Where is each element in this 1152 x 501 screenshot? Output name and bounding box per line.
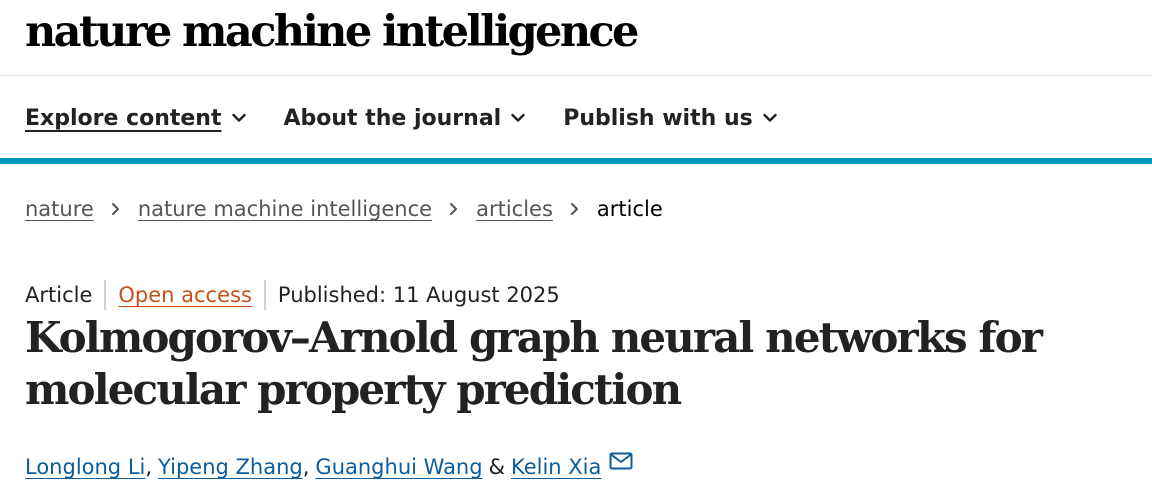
nav-about-the-journal[interactable]: About the journal <box>284 104 526 131</box>
author-separator: & <box>488 455 505 479</box>
nav-label: Explore content <box>25 105 222 131</box>
author-link[interactable]: Guanghui Wang <box>315 455 483 479</box>
published-date: Published: 11 August 2025 <box>277 283 560 307</box>
chevron-right-icon <box>570 203 578 215</box>
breadcrumb-current: article <box>596 197 663 221</box>
author-list: Longlong Li , Yipeng Zhang , Guanghui Wa… <box>25 452 633 479</box>
author-separator: , <box>145 455 153 479</box>
article-meta: Article Open access Published: 11 August… <box>25 280 560 310</box>
meta-divider <box>104 280 107 310</box>
chevron-down-icon <box>231 113 246 122</box>
mail-icon[interactable] <box>609 452 633 470</box>
journal-logo[interactable]: nature machine intelligence <box>25 7 639 57</box>
masthead: nature machine intelligence <box>0 0 1152 76</box>
nav-label: Publish with us <box>563 105 753 131</box>
article-type: Article <box>25 283 93 307</box>
chevron-right-icon <box>111 203 119 215</box>
chevron-down-icon <box>511 113 525 122</box>
author-separator: , <box>302 455 310 479</box>
nav-label: About the journal <box>283 105 502 131</box>
accent-bar <box>0 158 1152 164</box>
breadcrumb: nature nature machine intelligence artic… <box>25 197 663 221</box>
breadcrumb-link-nature[interactable]: nature <box>25 197 94 221</box>
nav-explore-content[interactable]: Explore content <box>25 104 246 131</box>
breadcrumb-link-journal[interactable]: nature machine intelligence <box>137 197 433 221</box>
chevron-right-icon <box>450 203 458 215</box>
open-access-link[interactable]: Open access <box>118 283 252 307</box>
author-link[interactable]: Kelin Xia <box>510 455 602 479</box>
breadcrumb-link-articles[interactable]: articles <box>476 197 553 221</box>
meta-divider <box>263 280 266 310</box>
author-link[interactable]: Yipeng Zhang <box>158 455 303 479</box>
chevron-down-icon <box>763 113 777 122</box>
article-title: Kolmogorov–Arnold graph neural networks … <box>25 313 1043 414</box>
author-link[interactable]: Longlong Li <box>25 455 146 479</box>
nav-publish-with-us[interactable]: Publish with us <box>563 104 777 131</box>
main-nav: Explore content About the journal Publis… <box>0 76 1152 158</box>
